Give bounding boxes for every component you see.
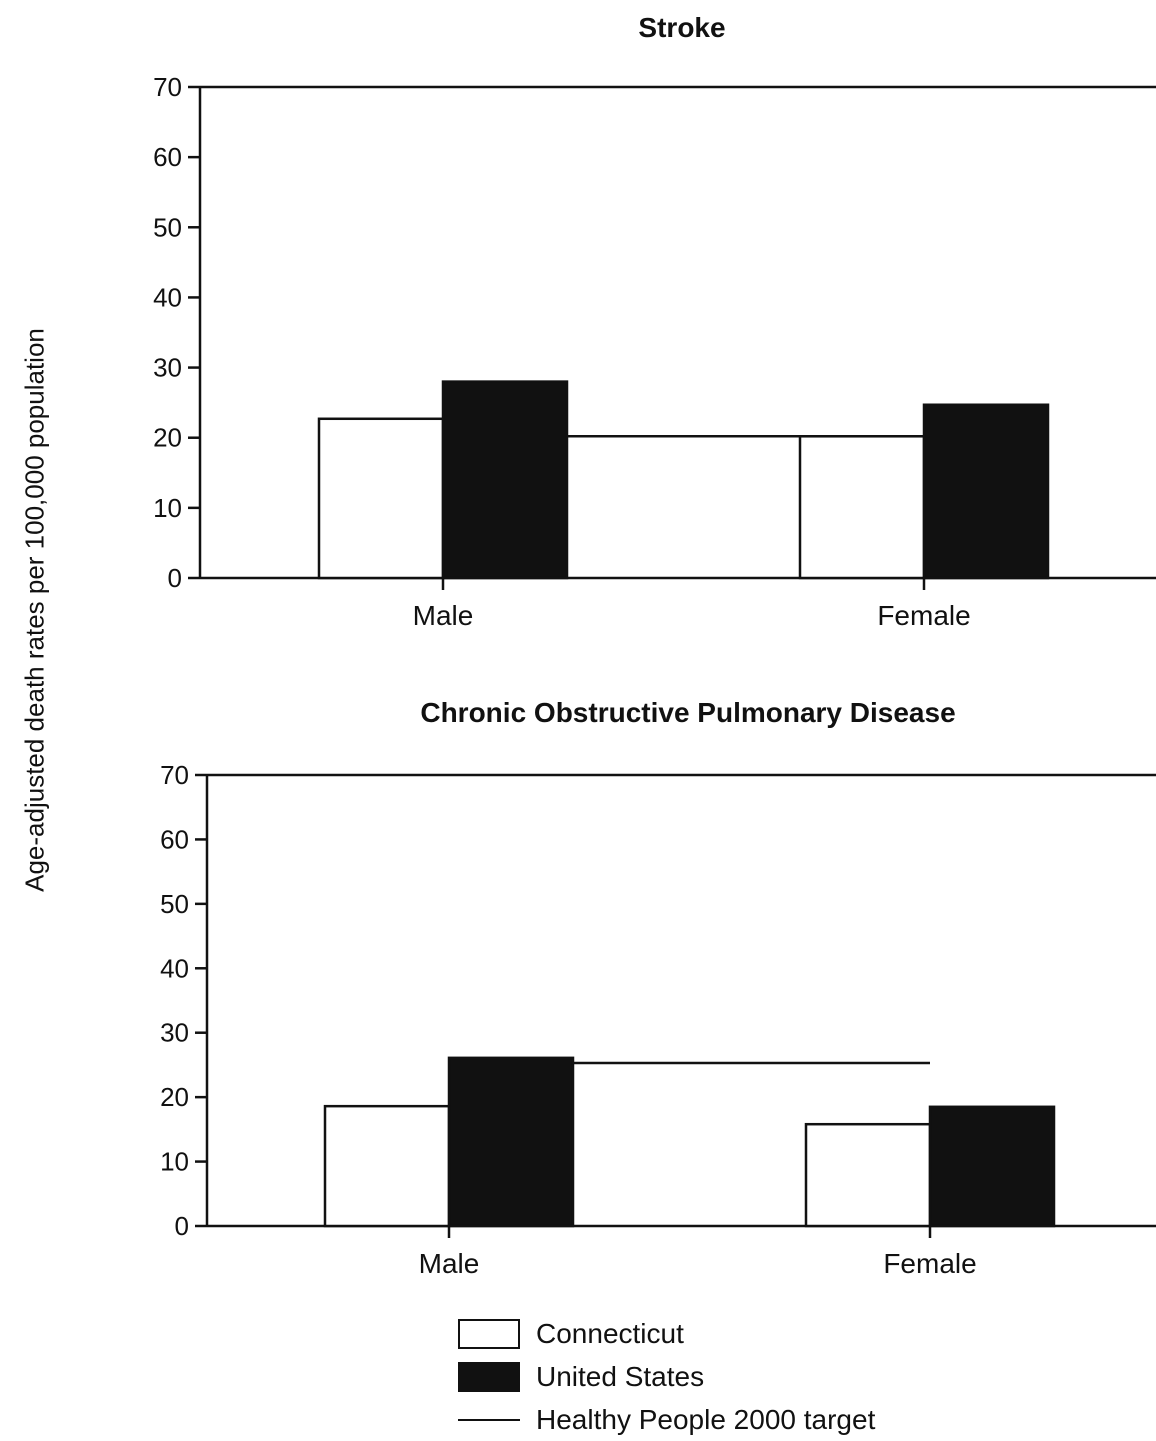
- legend: Connecticut United States Healthy People…: [458, 1312, 875, 1441]
- stroke-y-tick-label: 70: [153, 72, 182, 102]
- copd-y-tick-label: 60: [160, 824, 189, 854]
- copd-bar-united-states-male: [447, 1056, 575, 1228]
- legend-label-target: Healthy People 2000 target: [536, 1403, 876, 1435]
- stroke-y-tick-label: 20: [153, 423, 182, 453]
- stroke-y-tick-label: 60: [153, 142, 182, 172]
- panel-title-stroke: Stroke: [638, 12, 726, 43]
- copd-y-tick-label: 10: [160, 1147, 189, 1177]
- panel-title-copd: Chronic Obstructive Pulmonary Disease: [420, 697, 956, 728]
- copd-bar-united-states-female: [928, 1105, 1056, 1228]
- stroke-bar-connecticut-female: [798, 435, 926, 580]
- legend-swatch-target-line: [458, 1405, 520, 1435]
- copd-bar-connecticut-female: [804, 1122, 932, 1228]
- stroke-y-tick-label: 30: [153, 353, 182, 383]
- copd-y-tick-label: 70: [160, 760, 189, 790]
- legend-swatch-connecticut: [458, 1318, 520, 1349]
- copd-y-tick-label: 20: [160, 1082, 189, 1112]
- copd-y-tick-label: 50: [160, 889, 189, 919]
- copd-y-tick-label: 0: [175, 1211, 189, 1241]
- stroke-y-tick-label: 0: [168, 563, 182, 593]
- legend-item-united-states: United States: [458, 1355, 875, 1398]
- legend-label-united-states: United States: [536, 1360, 705, 1392]
- legend-item-connecticut: Connecticut: [458, 1312, 875, 1355]
- legend-label-connecticut: Connecticut: [536, 1317, 684, 1349]
- stroke-bar-connecticut-male: [317, 417, 445, 580]
- copd-bar-connecticut-male: [323, 1104, 451, 1228]
- stroke-x-tick-label: Male: [413, 600, 474, 631]
- copd-x-tick-label: Male: [419, 1248, 480, 1279]
- stroke-x-tick-label: Female: [877, 600, 970, 631]
- stroke-bar-united-states-male: [441, 380, 569, 580]
- stroke-bar-united-states-female: [922, 403, 1050, 580]
- copd-y-tick-label: 30: [160, 1018, 189, 1048]
- legend-item-target: Healthy People 2000 target: [458, 1398, 875, 1441]
- legend-swatch-united-states: [458, 1361, 520, 1392]
- copd-y-tick-label: 40: [160, 953, 189, 983]
- copd-x-tick-label: Female: [883, 1248, 976, 1279]
- stroke-y-tick-label: 40: [153, 282, 182, 312]
- stroke-y-tick-label: 10: [153, 493, 182, 523]
- stroke-y-tick-label: 50: [153, 212, 182, 242]
